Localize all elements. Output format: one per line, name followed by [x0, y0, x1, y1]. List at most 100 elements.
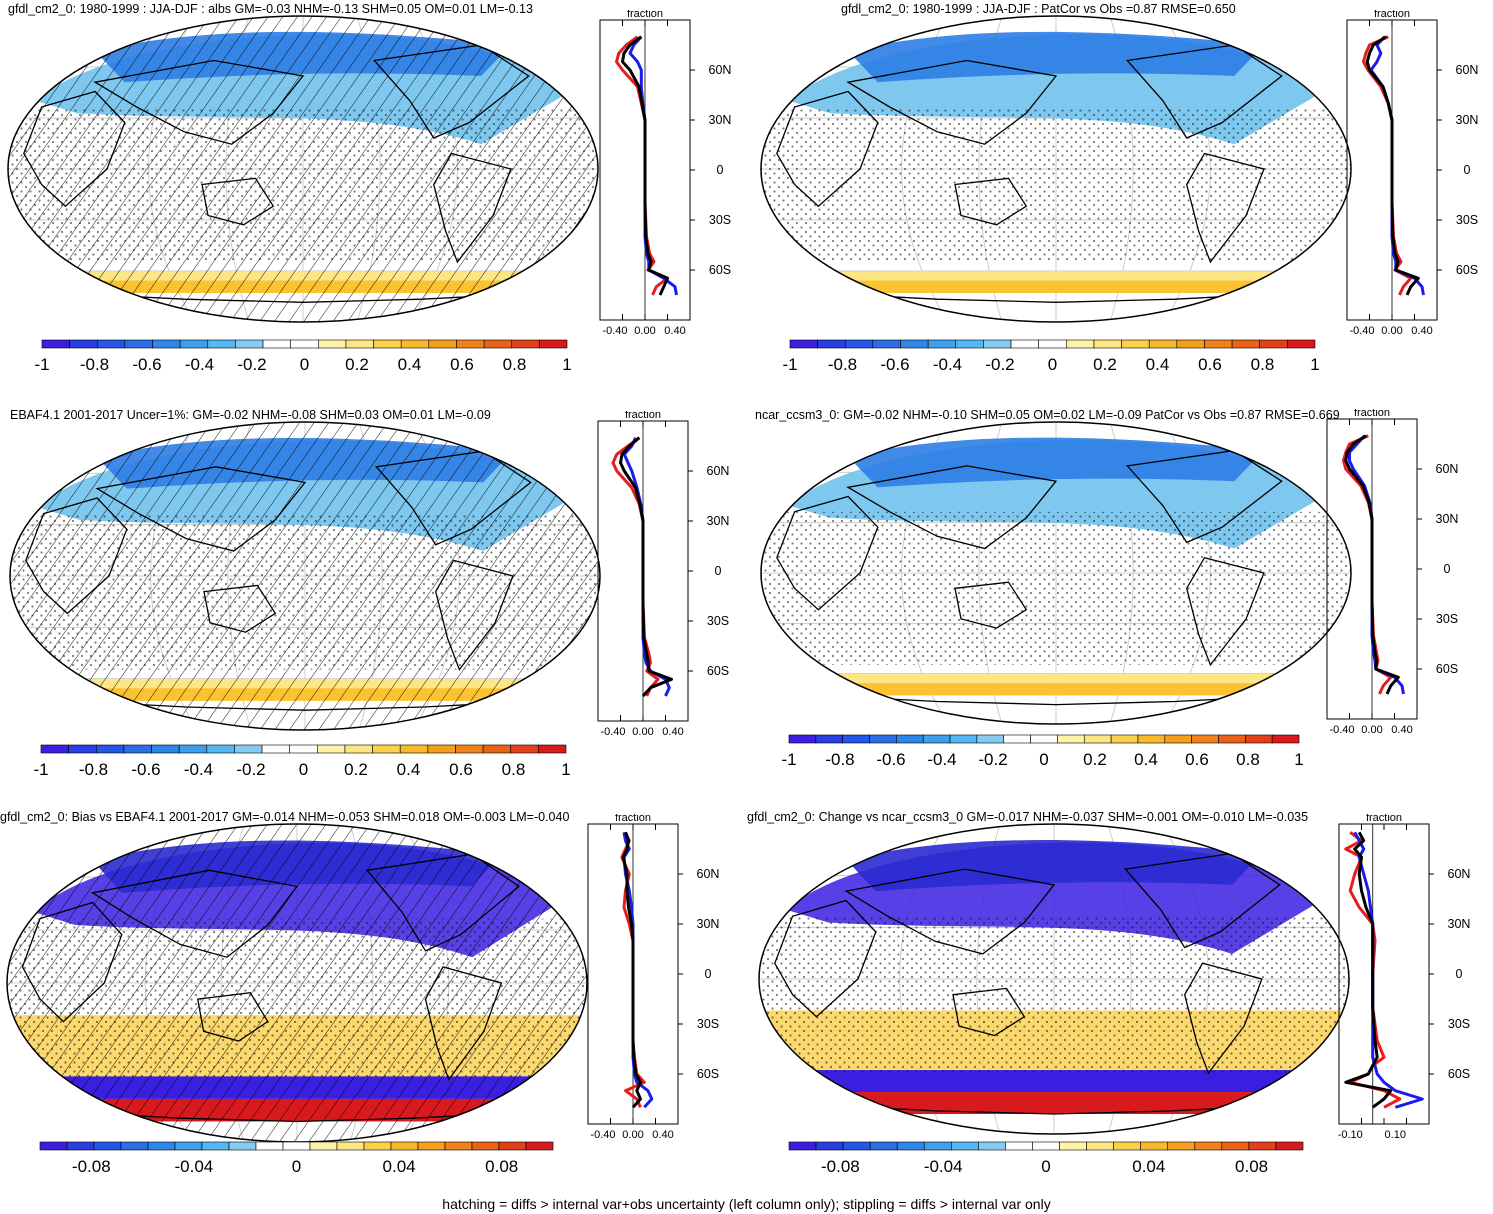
colorbar-swatch [178, 744, 208, 754]
colorbar-tick-label: 0.4 [1146, 355, 1170, 374]
colorbar-swatch [1176, 339, 1205, 349]
colorbar-swatch [1113, 1141, 1141, 1151]
panel-title: gfdl_cm2_0: Change vs ncar_ccsm3_0 GM=-0… [747, 810, 1309, 824]
colorbar-tick-label: -0.6 [131, 760, 160, 779]
colorbar-swatch [1259, 339, 1288, 349]
colorbar-swatch [976, 734, 1005, 744]
colorbar-swatch [1137, 734, 1166, 744]
colorbar-swatch [869, 1141, 898, 1151]
colorbar-swatch [427, 744, 456, 754]
colorbar-tick-label: -0.4 [933, 355, 962, 374]
profile-lat-tick: 0 [1456, 967, 1463, 981]
colorbar-tick-label: -1 [33, 760, 48, 779]
colorbar-swatch [373, 339, 402, 349]
colorbar-tick-label: -0.6 [876, 750, 905, 769]
colorbar-swatch [39, 1141, 68, 1151]
profile-lat-tick: 60N [709, 63, 732, 77]
profile-x-tick: -0.40 [1329, 724, 1354, 736]
colorbar-swatch [363, 1141, 392, 1151]
colorbar-swatch [1218, 734, 1246, 744]
robinson-map [760, 15, 1352, 323]
profile-line-red [611, 436, 660, 697]
profile-lat-tick: 30N [709, 113, 732, 127]
colorbar-swatch [428, 339, 457, 349]
colorbar-tick-label: -0.04 [924, 1157, 963, 1176]
colorbar-swatch [1121, 339, 1150, 349]
colorbar-swatch [1204, 339, 1233, 349]
colorbar-swatch [151, 744, 180, 754]
colorbar-swatch [455, 744, 484, 754]
profile-line-black [621, 831, 642, 1109]
colorbar-tick-label: 0.2 [345, 355, 369, 374]
colorbar-tick-label: -0.04 [175, 1157, 214, 1176]
colorbar-tick-label: -0.8 [79, 760, 108, 779]
colorbar-tick-label: 0.6 [1185, 750, 1209, 769]
robinson-map [6, 823, 588, 1143]
panel-title: ncar_ccsm3_0: GM=-0.02 NHM=-0.10 SHM=0.0… [755, 408, 1340, 422]
profile-lat-tick: 30N [1436, 512, 1459, 526]
panel-albs-change: gfdl_cm2_0: Change vs ncar_ccsm3_0 GM=-0… [747, 808, 1493, 1213]
profile-lat-tick: 30S [707, 614, 729, 628]
colorbar-swatch [66, 1141, 95, 1151]
profile-line-blue [628, 35, 678, 296]
colorbar-swatch [289, 744, 318, 754]
colorbar-swatch [235, 339, 264, 349]
colorbar: -0.08 -0.04 0 0.04 0.08 [788, 1141, 1304, 1176]
colorbar-tick-label: 0.8 [1251, 355, 1275, 374]
colorbar-swatch [951, 1141, 979, 1151]
profile-x-tick: 0.00 [634, 325, 655, 337]
colorbar-tick-label: 0.4 [1134, 750, 1158, 769]
robinson-map [760, 421, 1352, 725]
profile-x-tick: 0.10 [1385, 1129, 1406, 1141]
colorbar-swatch [399, 744, 429, 754]
colorbar-tick-label: 0.8 [503, 355, 527, 374]
footer-note: hatching = diffs > internal var+obs unce… [442, 1196, 1051, 1212]
profile-x-tick: 0.40 [1391, 724, 1412, 736]
profile-title: fraction [625, 411, 661, 421]
colorbar-swatch [318, 339, 347, 349]
colorbar-swatch [788, 734, 817, 744]
profile-line-black [1344, 434, 1400, 695]
stippling-overlay [761, 107, 1351, 262]
colorbar-tick-label: 0.04 [1132, 1157, 1165, 1176]
colorbar-tick-label: -0.8 [825, 750, 854, 769]
profile-line-red [1342, 434, 1393, 695]
colorbar-swatch [955, 339, 984, 349]
profile-x-tick: 0.40 [652, 1129, 673, 1141]
colorbar-swatch [1164, 734, 1192, 744]
colorbar-tick-label: -0.2 [236, 760, 265, 779]
colorbar-tick-label: -0.2 [978, 750, 1007, 769]
colorbar-tick-label: 0.4 [398, 355, 422, 374]
colorbar-swatch [1057, 734, 1085, 744]
colorbar-swatch [417, 1141, 446, 1151]
panel-albs-model: gfdl_cm2_0: 1980-1999 : JJA-DJF : albs G… [0, 0, 746, 405]
colorbar-swatch [538, 744, 567, 754]
profile-lat-tick: 30S [1448, 1017, 1470, 1031]
colorbar-tick-label: 0 [1039, 750, 1048, 769]
colorbar-swatch [152, 339, 181, 349]
panel-albs-bias: gfdl_cm2_0: Bias vs EBAF4.1 2001-2017 GM… [0, 808, 746, 1213]
sh-albedo-increase-band [761, 271, 1351, 293]
colorbar-tick-label: -1 [782, 355, 797, 374]
colorbar-swatch [482, 744, 512, 754]
zonal-profile-plot: fraction -0.40 0.00 0.40 60N 30N 0 30S 60S [587, 814, 719, 1141]
panel-albs-ncar: ncar_ccsm3_0: GM=-0.02 NHM=-0.10 SHM=0.0… [747, 405, 1493, 810]
colorbar-tick-label: 0.08 [1235, 1157, 1268, 1176]
coastlines [21, 853, 531, 1123]
colorbar-swatch [261, 744, 290, 754]
profile-lat-tick: 30N [707, 514, 730, 528]
profile-lat-tick: 60N [1456, 63, 1479, 77]
profile-title: fraction [627, 10, 663, 20]
colorbar-swatch [789, 339, 818, 349]
colorbar-swatch [124, 339, 153, 349]
colorbar-swatch [842, 734, 870, 744]
panel-albs-model-patcor: gfdl_cm2_0: 1980-1999 : JJA-DJF : PatCor… [747, 0, 1493, 405]
colorbar-swatch [511, 339, 540, 349]
profile-line-red [1362, 35, 1413, 296]
profile-lat-tick: 0 [715, 564, 722, 578]
colorbar-swatch [1140, 1141, 1169, 1151]
colorbar-swatch [1110, 734, 1139, 744]
profile-title: fraction [615, 814, 651, 824]
colorbar-swatch [1248, 1141, 1277, 1151]
colorbar: -0.08 -0.04 0 0.04 0.08 [39, 1141, 554, 1176]
